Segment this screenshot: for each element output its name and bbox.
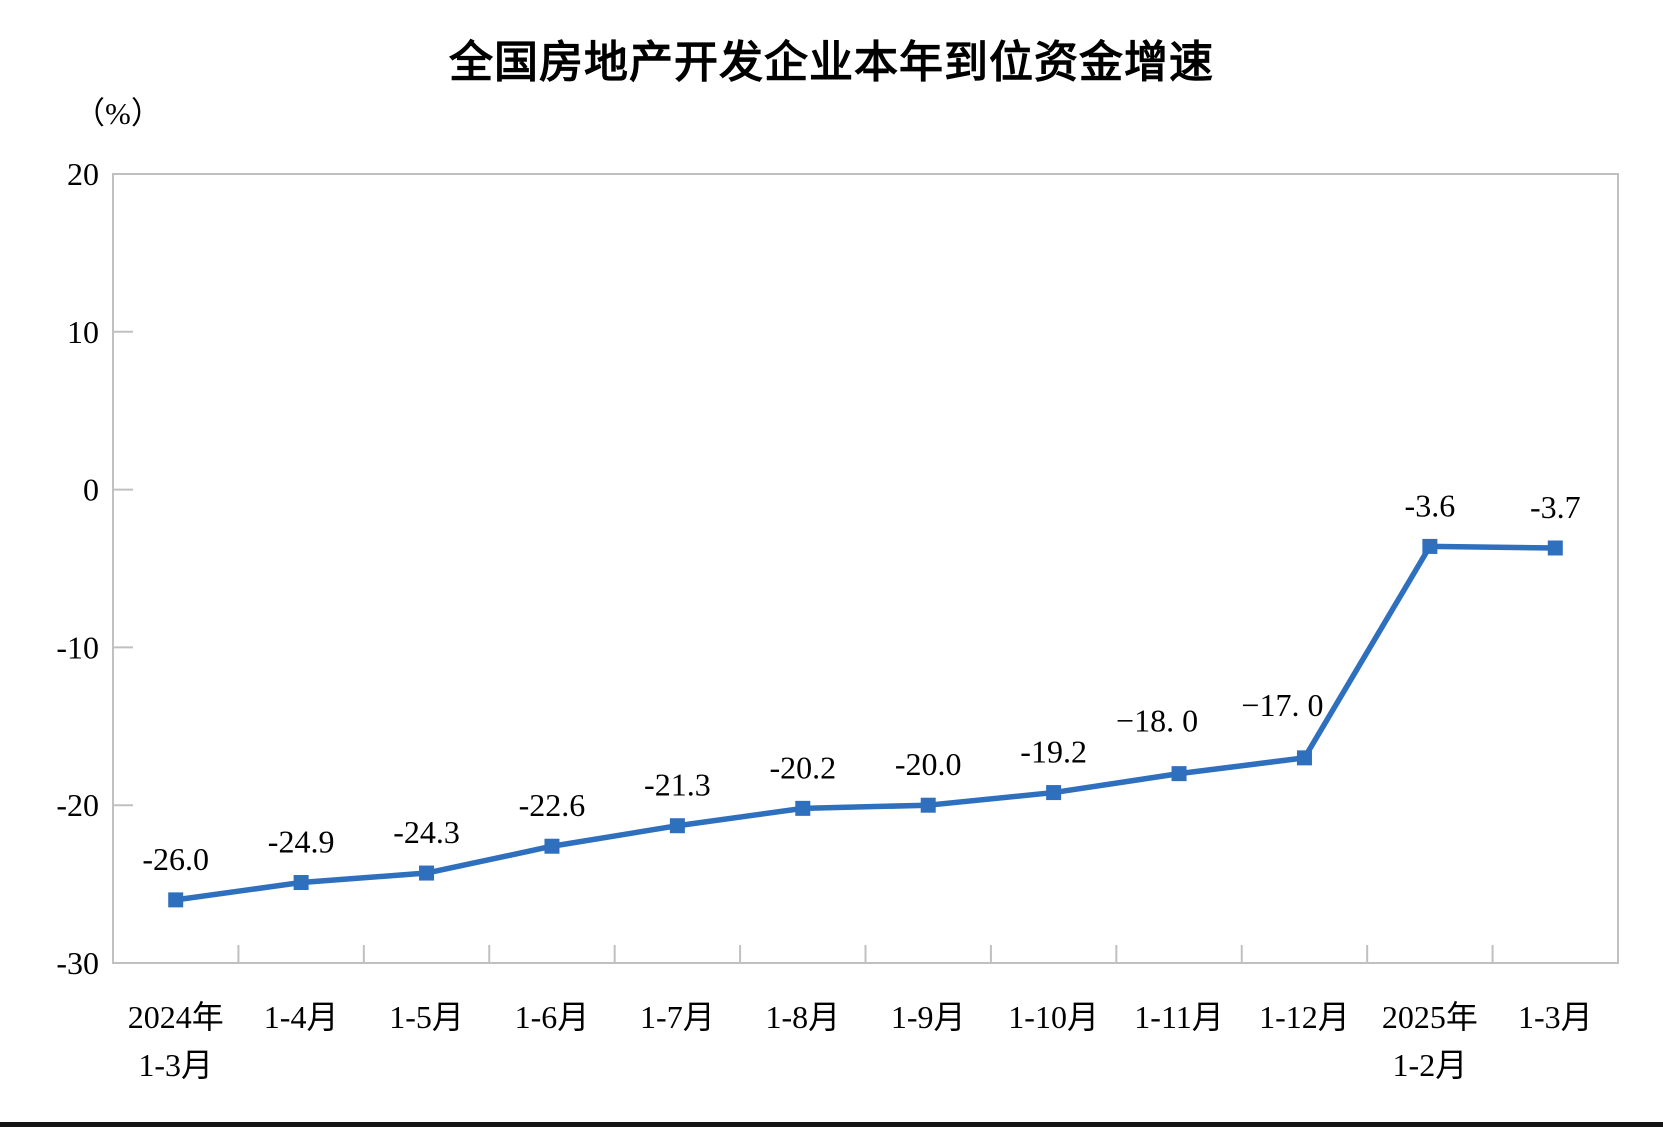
- data-point-marker: [544, 838, 560, 854]
- y-axis-tick-label: 10: [67, 314, 99, 350]
- x-axis-tick-label: 1-4月: [264, 999, 339, 1035]
- data-point-label: -3.7: [1530, 489, 1581, 525]
- data-point-label: -3.6: [1405, 487, 1456, 523]
- data-point-label: −17. 0: [1241, 687, 1323, 723]
- data-line: [175, 543, 1556, 903]
- data-point-marker: [419, 865, 435, 881]
- data-point-marker: [1046, 785, 1062, 801]
- data-point-label: -20.2: [769, 749, 836, 785]
- x-axis-tick-label: 1-5月: [389, 999, 464, 1035]
- x-axis-tick-label: 1-9月: [891, 999, 966, 1035]
- data-point-label: -19.2: [1020, 734, 1087, 770]
- data-point-label: -20.0: [895, 746, 962, 782]
- data-point-marker: [669, 818, 685, 834]
- y-axis-tick-label: -30: [56, 945, 99, 981]
- y-axis-tick-label: -10: [56, 629, 99, 665]
- x-axis-tick-label: 1-2月: [1393, 1047, 1468, 1083]
- data-point-marker: [1422, 538, 1438, 554]
- data-point-marker: [168, 892, 184, 908]
- x-axis-tick-label: 1-3月: [138, 1047, 213, 1083]
- data-point-marker: [1296, 750, 1312, 766]
- y-axis-tick-label: 20: [67, 156, 99, 192]
- x-axis-tick-label: 1-8月: [765, 999, 840, 1035]
- x-axis-tick-label: 1-6月: [515, 999, 590, 1035]
- x-axis-tick-label: 1-10月: [1008, 999, 1099, 1035]
- y-axis-tick-label: -20: [56, 787, 99, 823]
- data-point-marker: [795, 800, 811, 816]
- y-axis-unit-label: （%）: [74, 96, 162, 131]
- data-point-label: -22.6: [519, 787, 586, 823]
- x-axis-tick-label: 1-11月: [1134, 999, 1223, 1035]
- bottom-divider: [0, 1122, 1663, 1127]
- data-point-label: -21.3: [644, 767, 711, 803]
- plot-frame: [112, 173, 1619, 964]
- chart-title: 全国房地产开发企业本年到位资金增速: [449, 37, 1214, 88]
- data-point-marker: [1171, 766, 1187, 782]
- data-point-label: -26.0: [142, 841, 209, 877]
- data-point-label: -24.9: [268, 824, 335, 860]
- data-point-label: −18. 0: [1116, 703, 1198, 739]
- y-axis-tick-label: 0: [83, 472, 99, 508]
- x-axis-tick-label: 1-7月: [640, 999, 715, 1035]
- x-axis-tick-label: 2024年: [128, 999, 224, 1035]
- data-point-marker: [293, 875, 309, 891]
- data-point-marker: [920, 797, 936, 813]
- x-axis-tick-label: 1-12月: [1259, 999, 1350, 1035]
- data-point-marker: [1547, 540, 1563, 556]
- x-axis-tick-label: 1-3月: [1518, 999, 1593, 1035]
- x-axis-tick-label: 2025年: [1382, 999, 1478, 1035]
- data-point-label: -24.3: [393, 814, 460, 850]
